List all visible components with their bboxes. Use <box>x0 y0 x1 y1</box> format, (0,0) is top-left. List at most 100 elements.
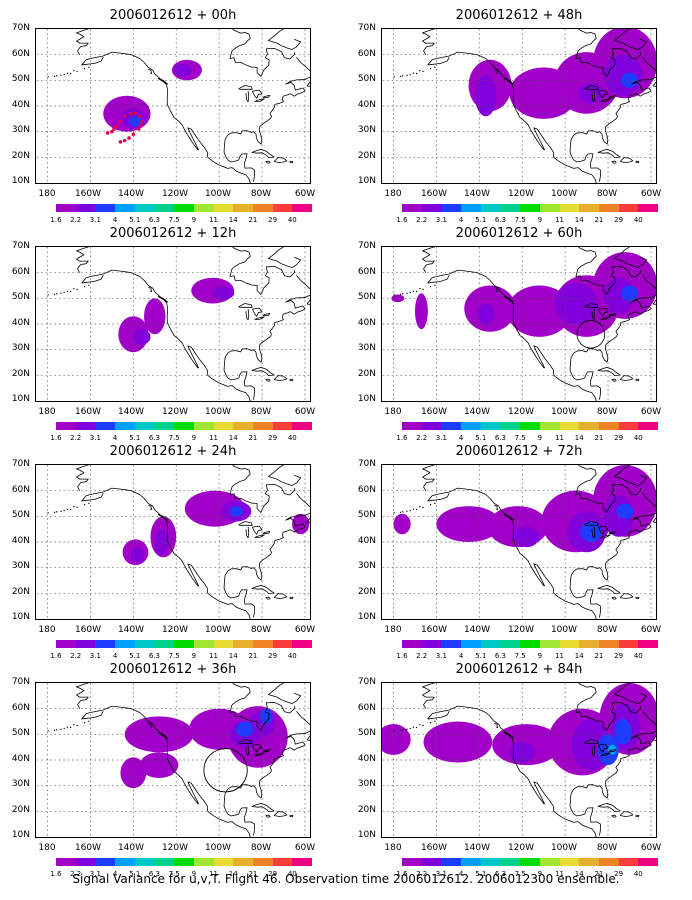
colorbar-label: 1.6 <box>50 434 62 442</box>
coastline <box>254 98 265 103</box>
longitude-label: 120W <box>161 625 189 635</box>
variance-region <box>129 116 142 127</box>
colorbar-label: 7.5 <box>514 216 526 224</box>
colorbar-swatch <box>618 422 639 430</box>
island <box>409 509 411 512</box>
coastline <box>635 814 640 818</box>
latitude-label: 50N <box>11 292 30 302</box>
latitude-label: 20N <box>11 586 30 597</box>
variance-region <box>577 82 604 104</box>
island <box>83 286 86 288</box>
coastline <box>575 702 642 731</box>
latitude-label: 60N <box>11 48 30 59</box>
colorbar-swatch <box>638 858 658 866</box>
coastline <box>494 287 498 293</box>
island <box>406 510 408 512</box>
island <box>402 511 404 513</box>
island <box>88 502 90 504</box>
colorbar-label: 7.5 <box>514 652 526 660</box>
island <box>393 512 395 514</box>
coastline <box>635 378 640 382</box>
colorbar-swatch <box>480 858 501 866</box>
coastline <box>598 307 609 317</box>
coastline <box>252 89 263 99</box>
coastline <box>265 596 271 600</box>
island <box>56 75 58 77</box>
coastline <box>254 534 265 539</box>
latitude-label: 10N <box>11 176 30 186</box>
observation-marker <box>131 132 136 137</box>
longitude-label: 160W <box>74 407 102 417</box>
colorbar-label: 1.6 <box>396 870 408 878</box>
latitude-label: 10N <box>357 612 376 622</box>
colorbar-swatch <box>56 422 76 430</box>
map-frame <box>381 28 657 184</box>
colorbar-swatch <box>598 858 619 866</box>
colorbar-label: 3.1 <box>89 870 101 878</box>
colorbar-label: 6.3 <box>494 652 507 660</box>
coastline <box>268 29 302 50</box>
colorbar-swatch <box>441 640 462 648</box>
coastline <box>223 492 310 618</box>
colorbar-swatch <box>461 640 481 648</box>
colorbar-swatch <box>174 422 194 430</box>
observation-marker <box>139 123 143 128</box>
island <box>88 284 90 286</box>
colorbar-label: 14 <box>228 870 238 878</box>
colorbar-swatch <box>115 640 135 648</box>
longitude-label: 100W <box>550 189 578 199</box>
colorbar-label: 40 <box>287 434 297 442</box>
observation-marker <box>127 136 131 140</box>
colorbar-label: 40 <box>287 216 297 224</box>
coastline <box>584 303 599 308</box>
coastline <box>619 593 634 599</box>
colorbar-label: 21 <box>594 434 604 442</box>
coastline <box>427 57 450 66</box>
coastline <box>252 307 263 317</box>
coastline <box>148 723 152 729</box>
coastline <box>306 517 310 523</box>
colorbar-label: 9 <box>537 434 543 442</box>
latitude-label: 30N <box>357 125 376 135</box>
colorbar-swatch <box>272 204 293 212</box>
longitude-label: 160W <box>74 189 102 199</box>
colorbar-swatch <box>441 858 462 866</box>
colorbar-label: 2.2 <box>70 434 82 442</box>
island <box>393 76 395 78</box>
colorbar-label: 6.3 <box>148 870 161 878</box>
island <box>83 722 86 724</box>
island <box>402 293 404 295</box>
longitude-label: 180 <box>384 843 402 853</box>
latitude-label: 20N <box>357 586 376 597</box>
island <box>47 730 49 732</box>
colorbar-swatch <box>579 858 599 866</box>
colorbar-swatch <box>461 204 481 212</box>
longitude-label: 60W <box>640 189 662 199</box>
coastline <box>223 710 310 836</box>
colorbar-label: 2.2 <box>70 870 82 878</box>
longitude-label: 140W <box>463 407 491 417</box>
island <box>406 728 408 730</box>
variance-region <box>144 298 166 335</box>
coastline <box>494 723 498 729</box>
island <box>422 724 424 727</box>
variance-region <box>614 718 632 745</box>
island <box>63 509 65 512</box>
island <box>88 720 90 722</box>
coastline <box>148 69 152 75</box>
colorbar-label: 7.5 <box>168 434 180 442</box>
colorbar-label: 29 <box>268 434 278 442</box>
latitude-label: 50N <box>357 510 376 520</box>
coastline <box>245 309 250 321</box>
coastline <box>289 378 294 382</box>
colorbar-label: 14 <box>574 870 584 878</box>
colorbar-swatch <box>618 858 639 866</box>
longitude-label: 120W <box>161 843 189 853</box>
coastline <box>597 584 621 595</box>
island <box>83 68 86 70</box>
colorbar-label: 11 <box>555 434 564 442</box>
coastline <box>229 247 251 277</box>
coastline <box>273 157 288 163</box>
island <box>399 729 402 731</box>
colorbar-label: 4 <box>458 434 464 442</box>
